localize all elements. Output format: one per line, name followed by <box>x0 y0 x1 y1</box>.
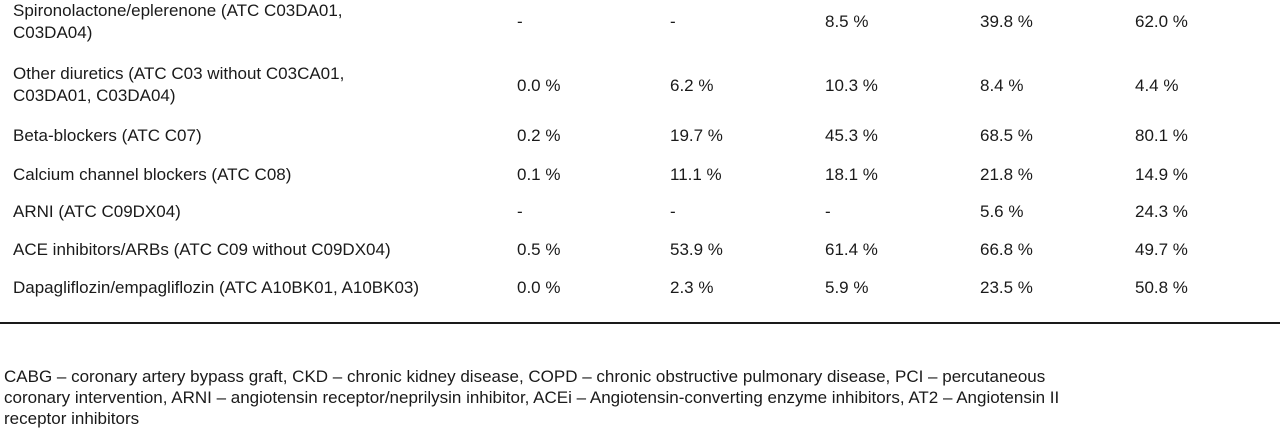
value-cell: 62.0 % <box>1135 12 1188 31</box>
footnote-line-2: coronary intervention, ARNI – angiotensi… <box>4 388 1060 407</box>
value-cell: 21.8 % <box>980 165 1033 184</box>
value-cell: 50.8 % <box>1135 278 1188 297</box>
table-row: Spironolactone/eplerenone (ATC C03DA01, … <box>0 0 1280 48</box>
value-cell: - <box>670 12 676 31</box>
value-cell: 0.2 % <box>517 126 561 145</box>
value-cell: 5.6 % <box>980 202 1024 221</box>
value-cell: 5.9 % <box>825 278 869 297</box>
value-cell: 18.1 % <box>825 165 878 184</box>
table-row: Other diuretics (ATC C03 without C03CA01… <box>0 48 1280 108</box>
value-cell: - <box>517 12 523 31</box>
row-label-line-2: C03DA04) <box>13 23 93 42</box>
row-label-line-2: C03DA01, C03DA04) <box>13 86 176 105</box>
value-cell: 8.5 % <box>825 12 869 31</box>
value-cell: 0.0 % <box>517 278 561 297</box>
value-cell: 0.0 % <box>517 76 561 95</box>
table-bottom-rule <box>0 322 1280 324</box>
row-label: Dapagliflozin/empagliflozin (ATC A10BK01… <box>13 278 420 297</box>
value-cell: 23.5 % <box>980 278 1033 297</box>
row-label: Beta-blockers (ATC C07) <box>13 126 202 145</box>
value-cell: - <box>825 202 831 221</box>
value-cell: 0.5 % <box>517 240 561 259</box>
table-row: Dapagliflozin/empagliflozin (ATC A10BK01… <box>0 261 1280 299</box>
row-label-line-1: Spironolactone/eplerenone (ATC C03DA01, <box>13 1 343 20</box>
value-cell: 61.4 % <box>825 240 878 259</box>
value-cell: 80.1 % <box>1135 126 1188 145</box>
value-cell: 0.1 % <box>517 165 561 184</box>
row-label: Other diuretics (ATC C03 without C03CA01… <box>13 63 344 107</box>
medication-table: Spironolactone/eplerenone (ATC C03DA01, … <box>0 0 1280 299</box>
table-row: Beta-blockers (ATC C07) 0.2 % 19.7 % 45.… <box>0 108 1280 147</box>
value-cell: 14.9 % <box>1135 165 1188 184</box>
table-row: ARNI (ATC C09DX04) - - - 5.6 % 24.3 % <box>0 185 1280 223</box>
value-cell: 49.7 % <box>1135 240 1188 259</box>
value-cell: 19.7 % <box>670 126 723 145</box>
value-cell: 53.9 % <box>670 240 723 259</box>
value-cell: 4.4 % <box>1135 76 1179 95</box>
value-cell: 6.2 % <box>670 76 714 95</box>
value-cell: 2.3 % <box>670 278 714 297</box>
value-cell: - <box>670 202 676 221</box>
row-label: ACE inhibitors/ARBs (ATC C09 without C09… <box>13 240 391 259</box>
value-cell: 45.3 % <box>825 126 878 145</box>
value-cell: 39.8 % <box>980 12 1033 31</box>
row-label-line-1: Other diuretics (ATC C03 without C03CA01… <box>13 64 345 83</box>
table-row: ACE inhibitors/ARBs (ATC C09 without C09… <box>0 223 1280 261</box>
row-label: Calcium channel blockers (ATC C08) <box>13 165 292 184</box>
row-label: Spironolactone/eplerenone (ATC C03DA01, … <box>13 0 343 44</box>
value-cell: 10.3 % <box>825 76 878 95</box>
value-cell: - <box>517 202 523 221</box>
row-label: ARNI (ATC C09DX04) <box>13 202 181 221</box>
value-cell: 24.3 % <box>1135 202 1188 221</box>
value-cell: 8.4 % <box>980 76 1024 95</box>
footnote-line-3: receptor inhibitors <box>4 409 140 428</box>
footnote-line-1: CABG – coronary artery bypass graft, CKD… <box>4 367 1046 386</box>
table-footnote: CABG – coronary artery bypass graft, CKD… <box>4 366 1274 429</box>
value-cell: 68.5 % <box>980 126 1033 145</box>
table-row: Calcium channel blockers (ATC C08) 0.1 %… <box>0 147 1280 185</box>
value-cell: 66.8 % <box>980 240 1033 259</box>
value-cell: 11.1 % <box>670 165 722 184</box>
